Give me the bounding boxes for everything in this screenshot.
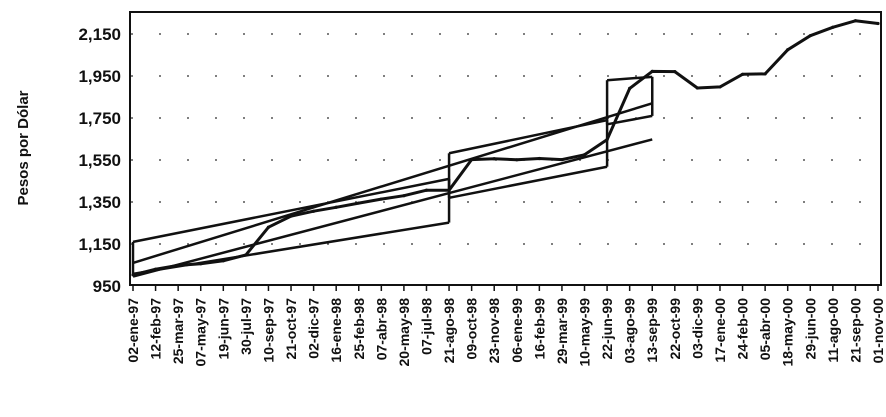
data-point [424,188,429,192]
x-tick-label: 16-ene-98 [328,298,344,363]
series-line [132,19,879,277]
x-tick-label: 17-ene-00 [712,298,728,363]
x-tick-label: 30-jul-97 [238,298,254,355]
data-point [176,263,180,268]
x-tick-label: 21-sep-00 [847,298,863,363]
x-tick-label: 19-jun-97 [215,298,231,360]
x-tick-label: 07-jul-98 [418,298,434,355]
data-point [153,267,158,271]
x-tick-label: 20-may-98 [396,298,412,367]
y-tick-label: 2,150 [78,25,121,44]
y-axis-label: Pesos por Dólar [15,90,32,205]
x-tick-label: 13-sep-99 [644,298,660,363]
x-tick-label: 03-dic-99 [689,298,705,359]
data-point [199,262,203,266]
x-tick-label: 21-ago-98 [441,298,457,364]
trend-lines [132,102,653,278]
x-tick-label: 09-oct-98 [464,298,480,360]
x-tick-label: 05-abr-00 [757,298,773,360]
x-tick-label: 25-feb-98 [351,298,367,360]
x-tick-label: 10-sep-97 [260,298,276,363]
data-point [131,273,135,277]
data-point [831,25,835,29]
data-point [312,209,316,213]
trend-line [132,138,653,278]
y-tick-label: 1,750 [78,109,121,128]
data-point [605,138,609,142]
data-point [221,259,225,263]
x-tick-label: 11-ago-00 [825,298,841,363]
x-tick-label: 24-feb-00 [735,298,751,360]
data-point [266,225,271,229]
y-axis-ticks: 950 1,150 1,350 1,550 1,750 1,950 2,150 [78,25,121,296]
y-tick-label: 1,950 [78,67,121,86]
x-tick-label: 25-mar-97 [170,298,186,364]
x-tick-label: 22-oct-99 [667,298,683,360]
data-point [673,69,677,74]
x-tick-label: 07-abr-98 [373,298,389,360]
x-tick-label: 18-may-00 [780,298,796,367]
data-point [357,201,361,205]
band-lines [131,75,654,276]
x-tick-label: 21-oct-97 [283,298,299,360]
data-point [628,86,632,90]
y-tick-label: 1,550 [78,151,121,170]
data-point [853,19,858,23]
data-point [876,21,880,26]
x-tick-label: 02-ene-97 [125,298,141,363]
plot-frame [129,11,882,286]
y-tick-label: 950 [93,277,121,296]
data-point [492,157,496,161]
data-point [650,69,654,73]
y-tick-label: 1,150 [78,235,121,254]
data-point [763,72,767,76]
x-tick-label: 02-dic-97 [306,298,322,359]
y-tick-label: 1,350 [78,193,121,212]
data-point [244,253,248,257]
x-tick-label: 22-jun-99 [599,298,615,360]
data-point [447,188,451,192]
data-point [470,157,474,162]
x-tick-label: 01-nov-00 [870,298,886,364]
x-tick-label: 03-ago-99 [622,298,638,364]
data-point [808,34,812,38]
data-point [718,85,722,89]
x-axis-ticks: 02-ene-97 12-feb-97 25-mar-97 07-may-97 19-j… [125,285,886,367]
data-point [402,194,406,198]
data-point [740,72,745,76]
x-tick-label: 29-jun-00 [802,298,818,360]
x-tick-label: 16-feb-99 [531,298,547,360]
band-upper-line [132,177,450,244]
data-point [582,153,587,157]
data-point [786,48,790,52]
x-tick-label: 23-nov-98 [486,298,502,364]
gridlines [131,33,880,245]
series-group [131,19,880,277]
data-point [379,197,383,201]
x-tick-label: 12-feb-97 [148,298,164,360]
trend-line [132,102,653,265]
data-point [560,157,564,162]
x-tick-label: 29-mar-99 [554,298,570,364]
x-tick-label: 06-ene-99 [509,298,525,363]
data-point [334,205,338,209]
data-point [515,158,519,162]
band-lower-line [448,165,608,200]
x-tick-label: 10-may-99 [577,298,593,367]
data-point [289,214,293,218]
x-tick-label: 07-may-97 [193,298,209,367]
data-point [537,156,541,161]
data-point [695,86,699,90]
